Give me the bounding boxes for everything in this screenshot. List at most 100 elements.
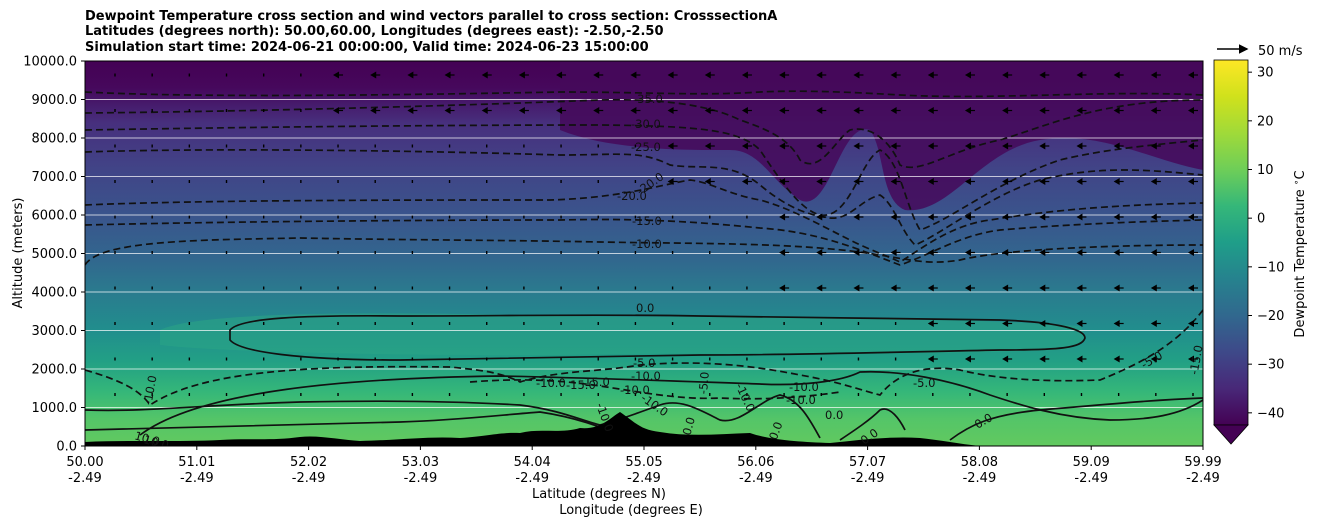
wind-vector-head	[890, 284, 897, 292]
wind-vector	[1117, 393, 1120, 396]
wind-vector-head	[1039, 284, 1046, 292]
wind-vector-head	[630, 71, 637, 79]
colorbar-tick-label: −30	[1257, 358, 1284, 373]
wind-vector-head	[816, 249, 823, 256]
wind-vector-head	[1188, 107, 1194, 114]
contour-label-group: -35.0 -30.0 -25.0 -20.0 -20.0 -15.0 -10.…	[133, 92, 1203, 448]
wind-vector	[486, 251, 488, 254]
wind-vector	[523, 144, 525, 148]
wind-vector-head	[779, 213, 786, 221]
wind-vector-head	[593, 71, 600, 79]
contour-label: 0.0	[680, 415, 698, 436]
y-tick-label: 10000.0	[23, 55, 77, 70]
wind-vector-head	[1076, 284, 1083, 292]
wind-vector	[486, 322, 488, 325]
contour-label: -5.0	[913, 376, 935, 390]
wind-vector	[1006, 393, 1008, 396]
wind-vector	[300, 357, 302, 361]
wind-vector-head	[667, 71, 674, 79]
wind-vector	[969, 393, 971, 396]
x-tick-label-lon: -2.49	[68, 471, 102, 486]
wind-vector	[486, 215, 488, 219]
wind-vector	[486, 180, 488, 183]
wind-vector	[262, 109, 265, 112]
wind-vector	[188, 215, 191, 219]
wind-key-label: 50 m/s	[1258, 44, 1303, 59]
wind-vector-head	[890, 213, 897, 221]
x-tick-label-lat: 59.99	[1184, 455, 1221, 470]
wind-vector	[151, 251, 153, 254]
wind-vector	[300, 251, 302, 254]
wind-vector-head	[1002, 107, 1009, 114]
wind-vector	[114, 73, 116, 77]
wind-vector-head	[518, 71, 525, 79]
wind-vector	[597, 322, 599, 325]
wind-vector	[114, 215, 116, 219]
wind-vector-head	[1002, 355, 1009, 363]
terrain	[85, 412, 980, 446]
wind-vector	[188, 109, 191, 112]
wind-vector-head	[1113, 71, 1120, 79]
wind-vector-head	[1002, 284, 1009, 292]
wind-vector	[709, 286, 711, 290]
wind-vector	[374, 286, 376, 290]
wind-vector-head	[890, 71, 897, 79]
x-tick-label-lon: -2.49	[851, 471, 885, 486]
moist-layer	[160, 313, 1084, 356]
wind-vector	[597, 215, 599, 219]
wind-vector-head	[370, 71, 377, 79]
x-tick-label-lat: 51.01	[178, 455, 215, 470]
wind-vector	[560, 180, 562, 183]
wind-vector	[894, 393, 897, 396]
wind-vector	[746, 251, 748, 254]
wind-vector	[374, 322, 376, 325]
wind-vector-head	[407, 71, 414, 79]
wind-vector-head	[779, 107, 786, 114]
contour-label: 10.0	[133, 428, 161, 448]
contour-label: -35.0	[633, 92, 663, 106]
wind-vector-head	[1188, 249, 1194, 256]
wind-vector-head	[927, 178, 934, 185]
x-axis: 50.00-2.4951.01-2.4952.02-2.4953.03-2.49…	[66, 446, 1222, 486]
contour-label: -5.0	[696, 371, 712, 395]
wind-vector-head	[927, 213, 934, 221]
x-tick-label-lat: 57.07	[849, 455, 886, 470]
wind-vector	[486, 286, 488, 290]
wind-vector	[746, 286, 748, 290]
wind-vector-head	[741, 107, 748, 114]
wind-vector-head	[890, 142, 897, 150]
x-tick-label-lon: -2.49	[739, 471, 773, 486]
wind-vector-head	[741, 178, 748, 185]
wind-vector	[262, 180, 265, 183]
wind-vector-head	[1150, 107, 1157, 114]
wind-vector	[820, 393, 822, 396]
wind-vector	[114, 251, 116, 254]
wind-vector-head	[704, 71, 711, 79]
y-axis: 0.0 1000.0 2000.0 3000.0 4000.0 5000.0 6000.0 7…	[23, 55, 85, 455]
wind-vector	[225, 73, 228, 77]
wind-vector	[151, 144, 153, 148]
wind-vector-head	[1039, 320, 1046, 327]
wind-vector	[188, 73, 191, 77]
wind-vector-head	[1150, 284, 1157, 292]
wind-vector-head	[1002, 178, 1009, 185]
wind-vector	[634, 393, 637, 396]
wind-vector-head	[1039, 213, 1046, 221]
wind-vector	[374, 357, 376, 361]
wind-vector	[300, 144, 302, 148]
wind-vector	[634, 251, 637, 254]
wind-vector	[597, 180, 599, 183]
contour-label: -15.0	[566, 378, 596, 392]
wind-vector	[448, 215, 451, 219]
wind-vector	[114, 109, 116, 112]
wind-vector	[114, 144, 116, 148]
wind-vector-head	[1150, 213, 1157, 221]
wind-vector	[225, 393, 228, 396]
y-tick-label: 8000.0	[32, 132, 78, 147]
wind-vector	[225, 109, 228, 112]
wind-vector-head	[1150, 355, 1157, 363]
wind-vector-head	[1076, 355, 1083, 363]
wind-vector-head	[1039, 178, 1046, 185]
wind-vector	[448, 357, 451, 361]
wind-vector	[188, 393, 191, 396]
